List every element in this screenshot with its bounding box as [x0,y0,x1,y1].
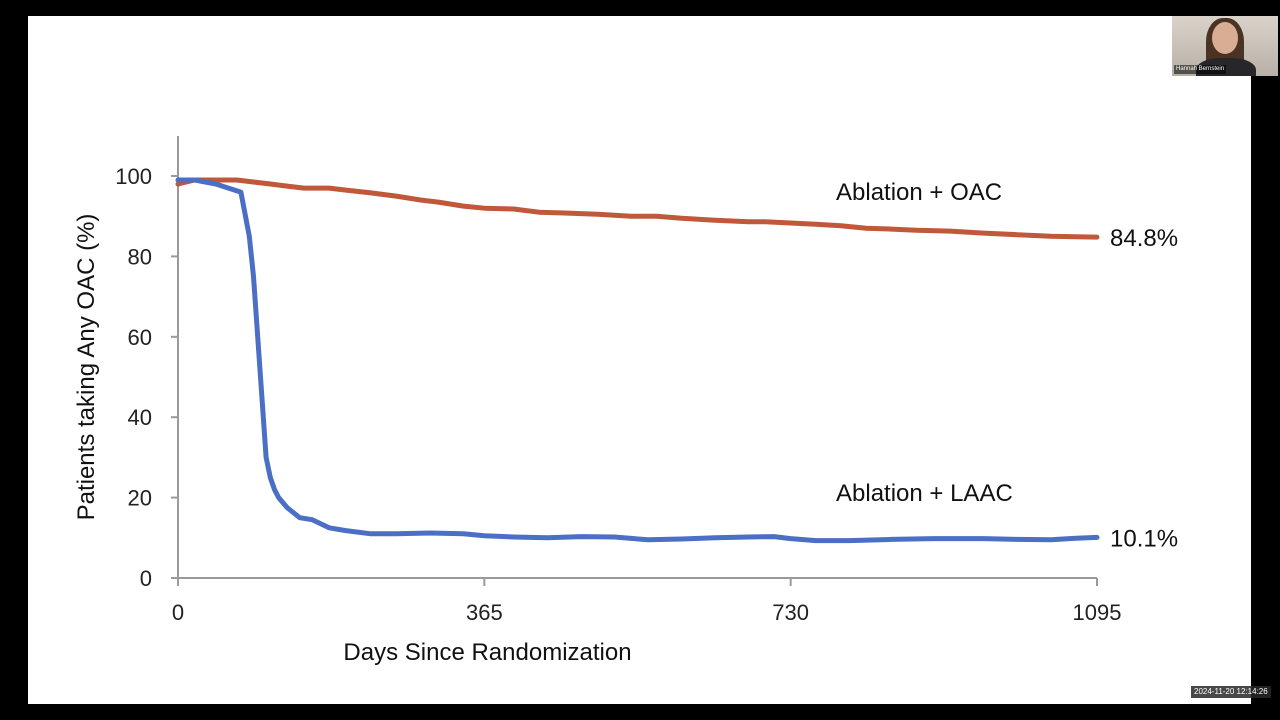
slide: 0 20 40 60 80 100 0 365 730 1095 Days Since Random… [28,16,1251,704]
series-name-label: Ablation + OAC [836,179,1002,206]
series-line-1 [175,177,1100,240]
y-tick-label: 0 [140,566,152,591]
chart-lines [175,177,1100,544]
participant-face [1212,22,1238,54]
series-end-value-label: 10.1% [1110,525,1178,552]
participant-name-label: Hannah Bernstein [1174,65,1227,74]
series-name-label: Ablation + LAAC [836,480,1013,507]
y-tick-label: 80 [128,244,152,269]
series-end-value-label: 84.8% [1110,225,1178,252]
y-axis-title: Patients taking Any OAC (%) [73,214,100,521]
y-tick-label: 60 [128,325,152,350]
y-tick-label: 20 [128,486,152,511]
series-line-2 [175,177,1100,544]
x-tick-label: 0 [172,600,184,625]
x-tick-label: 730 [772,600,809,625]
oac-line-chart: 0 20 40 60 80 100 0 365 730 1095 Days Since Random… [73,136,1178,666]
chart-labels: 0 20 40 60 80 100 0 365 730 1095 Days Since Random… [73,164,1178,666]
y-tick-label: 40 [128,405,152,430]
x-tick-label: 365 [466,600,503,625]
participant-video-tile[interactable]: Hannah Bernstein [1172,16,1278,76]
x-tick-label: 1095 [1073,600,1122,625]
x-axis-title: Days Since Randomization [343,639,631,666]
y-tick-label: 100 [115,164,152,189]
recording-timestamp: 2024-11-20 12:14:26 [1191,686,1271,698]
chart-axes [171,136,1098,586]
